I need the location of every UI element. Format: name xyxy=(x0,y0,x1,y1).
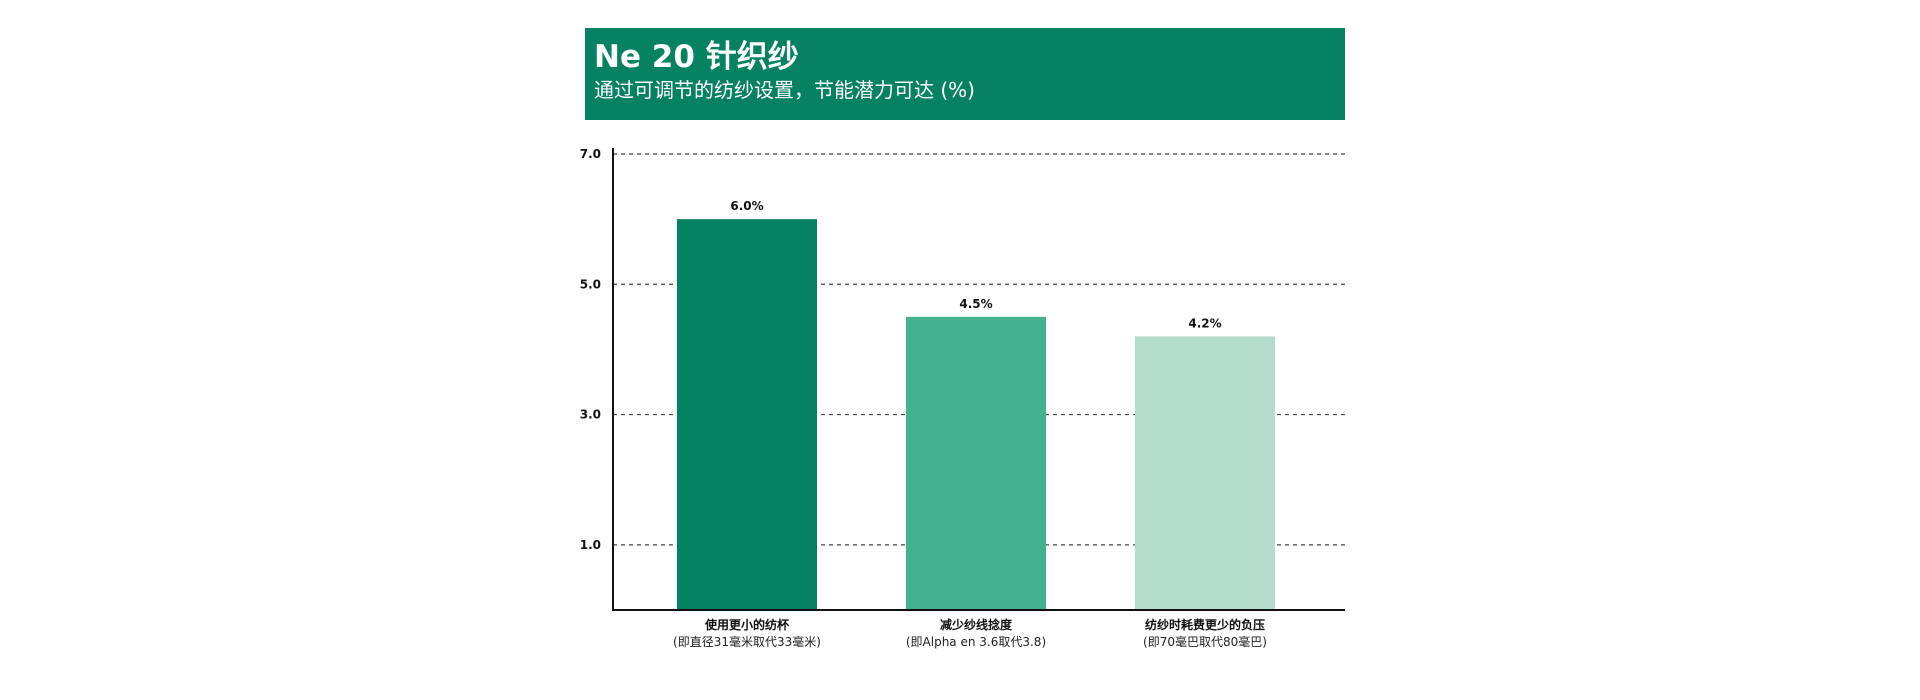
y-tick-label: 7.0 xyxy=(580,147,601,161)
y-tick-label: 1.0 xyxy=(580,538,601,552)
bar xyxy=(906,316,1046,610)
category-sublabel: (即70毫巴取代80毫巴) xyxy=(1143,634,1267,649)
data-label: 4.2% xyxy=(1188,316,1221,330)
category-label: 使用更小的纺杯 xyxy=(704,617,790,632)
category-sublabel: (即Alpha en 3.6取代3.8) xyxy=(906,635,1046,649)
bar xyxy=(1135,336,1275,610)
category-label: 减少纱线捻度 xyxy=(940,617,1013,632)
category-sublabel: (即直径31毫米取代33毫米) xyxy=(673,634,821,649)
y-tick-label: 3.0 xyxy=(580,408,601,422)
chart-title: Ne 20 针织纱 xyxy=(594,39,799,75)
category-label: 纺纱时耗费更少的负压 xyxy=(1145,617,1265,632)
chart-header: Ne 20 针织纱 通过可调节的纺纱设置，节能潜力可达 (%) xyxy=(585,28,1345,120)
bar xyxy=(677,219,817,610)
chart-subtitle: 通过可调节的纺纱设置，节能潜力可达 (%) xyxy=(594,78,975,102)
data-label: 6.0% xyxy=(730,199,763,213)
data-label: 4.5% xyxy=(959,297,992,311)
y-tick-label: 5.0 xyxy=(580,277,601,291)
